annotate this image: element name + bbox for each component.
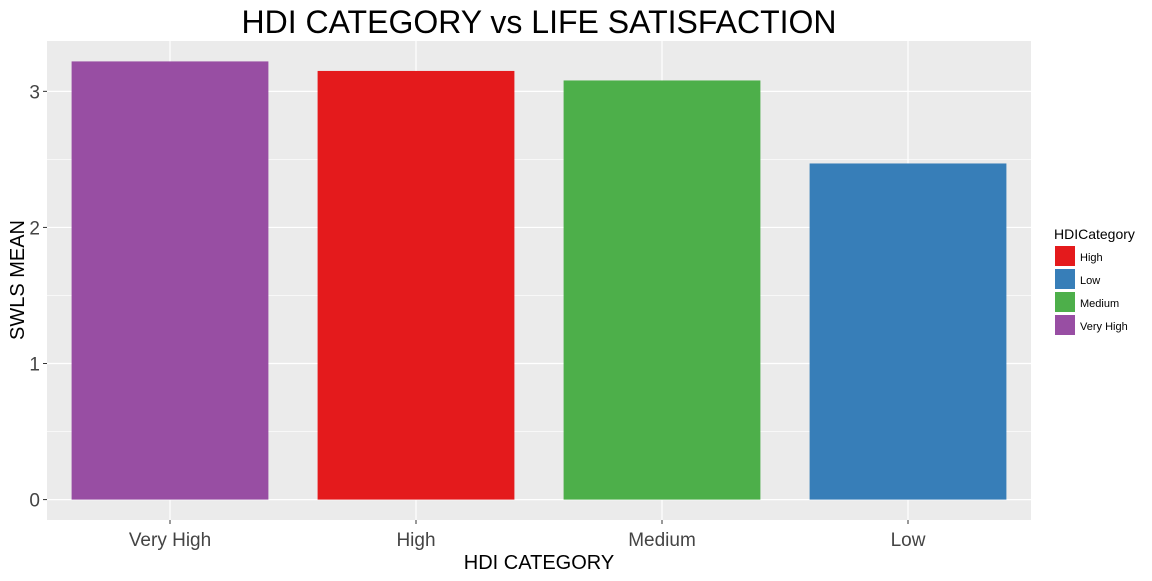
y-axis-title: SWLS MEAN xyxy=(7,220,29,340)
legend-swatch xyxy=(1055,315,1075,335)
legend-label: Very High xyxy=(1080,321,1128,333)
x-tick-label: Medium xyxy=(628,530,696,551)
y-tick-label: 3 xyxy=(29,82,40,103)
bar-very-high xyxy=(71,61,269,500)
bar-high xyxy=(317,70,515,500)
y-tick-label: 0 xyxy=(29,491,40,512)
x-tick-label: High xyxy=(396,530,435,551)
y-axis: 0 1 2 3 xyxy=(29,82,47,512)
bar-low xyxy=(809,163,1007,500)
legend-swatch xyxy=(1055,246,1075,266)
y-tick-label: 2 xyxy=(29,218,40,239)
legend-label: Medium xyxy=(1080,298,1119,310)
legend-swatch xyxy=(1055,292,1075,312)
x-tick-label: Very High xyxy=(129,530,211,551)
legend-label: Low xyxy=(1080,275,1100,287)
x-axis-title: HDI CATEGORY xyxy=(464,552,614,574)
bars xyxy=(71,61,1007,500)
chart-title: HDI CATEGORY vs LIFE SATISFACTION xyxy=(241,4,836,40)
x-tick-label: Low xyxy=(891,530,926,551)
y-tick-label: 1 xyxy=(29,355,40,376)
legend-title: HDICategory xyxy=(1054,226,1135,242)
bar-medium xyxy=(563,80,761,500)
legend: HDICategory High Low Medium Very High xyxy=(1054,226,1135,335)
x-axis: Very High High Medium Low xyxy=(129,520,926,551)
legend-label: High xyxy=(1080,252,1103,264)
legend-swatch xyxy=(1055,269,1075,289)
